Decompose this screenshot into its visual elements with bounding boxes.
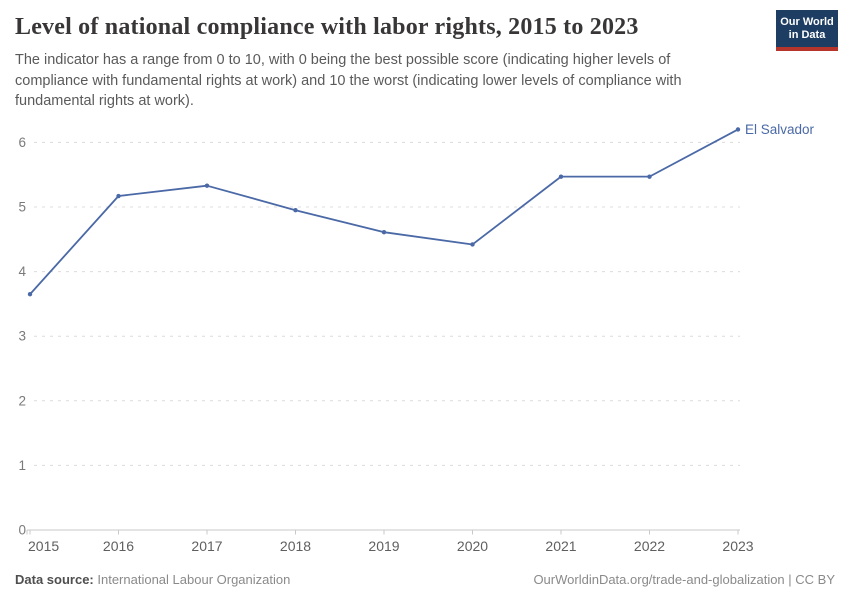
owid-logo[interactable]: Our World in Data <box>776 10 838 51</box>
page-title: Level of national compliance with labor … <box>15 14 639 40</box>
y-tick-label: 4 <box>18 264 26 279</box>
y-tick-label: 0 <box>18 523 26 538</box>
data-point[interactable] <box>27 292 33 297</box>
chart-header: Level of national compliance with labor … <box>15 14 758 112</box>
data-source-value: International Labour Organization <box>97 572 291 587</box>
x-tick-label: 2020 <box>457 538 488 554</box>
y-tick-label: 1 <box>18 458 26 473</box>
x-tick-label: 2016 <box>103 538 134 554</box>
x-tick-label: 2019 <box>368 538 399 554</box>
data-point[interactable] <box>293 208 298 213</box>
chart-footer: Data source: International Labour Organi… <box>15 572 835 587</box>
y-tick-label: 2 <box>18 393 26 408</box>
data-point[interactable] <box>558 174 564 179</box>
chart-subtitle: The indicator has a range from 0 to 10, … <box>15 52 682 110</box>
owid-logo-line2: in Data <box>788 29 826 41</box>
x-tick-label: 2023 <box>722 538 753 554</box>
data-line <box>29 128 739 296</box>
x-tick-label: 2021 <box>545 538 576 554</box>
y-tick-label: 3 <box>18 329 26 344</box>
x-tick-label: 2022 <box>634 538 665 554</box>
y-tick-label: 5 <box>18 200 26 215</box>
y-tick-label: 6 <box>18 135 26 150</box>
owid-logo-line1: Our World <box>780 16 834 28</box>
x-tick-label: 2015 <box>28 538 59 554</box>
x-tick-label: 2018 <box>280 538 311 554</box>
data-point[interactable] <box>204 183 210 188</box>
data-point[interactable] <box>647 174 652 179</box>
data-point[interactable] <box>735 127 741 132</box>
owid-url-link[interactable]: OurWorldinData.org/trade-and-globalizati… <box>533 572 835 587</box>
data-point[interactable] <box>116 193 121 199</box>
data-point[interactable] <box>381 229 387 235</box>
entity-label[interactable]: El Salvador <box>745 122 815 137</box>
license-note: OurWorldinData.org/trade-and-globalizati… <box>533 572 835 587</box>
data-source-label: Data source: <box>15 572 94 587</box>
data-source: Data source: International Labour Organi… <box>15 572 290 587</box>
x-tick-label: 2017 <box>191 538 222 554</box>
data-point[interactable] <box>470 242 475 247</box>
